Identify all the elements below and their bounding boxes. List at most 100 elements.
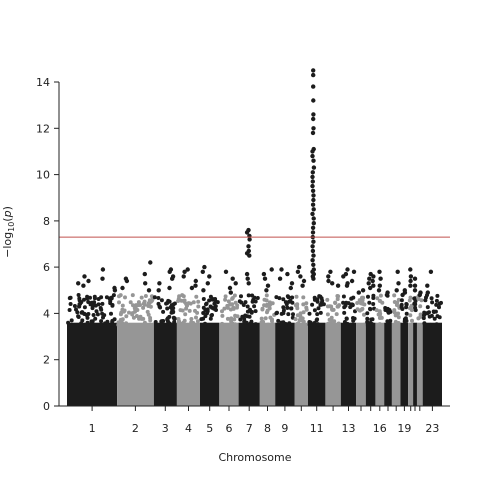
chromosome-6-dense-block bbox=[219, 322, 239, 406]
x-tick-label-19: 19 bbox=[397, 422, 411, 435]
top-hit-point bbox=[311, 72, 316, 78]
y-tick-label-8: 8 bbox=[43, 215, 50, 228]
top-hit-point bbox=[345, 267, 350, 272]
snp-point bbox=[427, 323, 432, 327]
snp-point bbox=[281, 321, 286, 326]
top-hit-point bbox=[310, 244, 315, 249]
chromosome-9-points bbox=[274, 267, 295, 406]
snp-point bbox=[91, 313, 96, 317]
snp-point bbox=[110, 319, 115, 324]
snp-point bbox=[265, 302, 270, 307]
top-hit-point bbox=[370, 278, 375, 284]
snp-point bbox=[85, 315, 90, 320]
snp-point bbox=[315, 322, 320, 327]
top-hit-point bbox=[311, 221, 316, 226]
top-hit-point bbox=[247, 253, 252, 258]
top-hit-point bbox=[371, 283, 376, 288]
top-hit-point bbox=[408, 278, 413, 284]
chromosome-12-points bbox=[325, 269, 342, 406]
top-hit-point bbox=[112, 288, 118, 293]
top-hit-point bbox=[394, 288, 399, 293]
snp-point bbox=[404, 318, 409, 323]
snp-point bbox=[232, 293, 237, 298]
snp-point bbox=[250, 299, 255, 304]
snp-point bbox=[290, 295, 295, 300]
chromosome-15-points bbox=[365, 271, 377, 406]
top-hit-point bbox=[76, 281, 81, 286]
snp-point bbox=[89, 300, 94, 305]
y-ticks: 0 2 4 6 8 10 12 14 bbox=[36, 76, 59, 413]
top-hit-point bbox=[326, 278, 331, 284]
chromosome-23-points bbox=[421, 269, 443, 406]
x-ticks: 1 2 3 4 5 6 7 8 9 11 13 16 19 23 bbox=[89, 406, 439, 435]
top-hit-point bbox=[310, 202, 316, 207]
snp-point bbox=[96, 297, 101, 301]
top-hit-point bbox=[120, 285, 125, 291]
snp-point bbox=[69, 318, 74, 323]
top-hit-point bbox=[310, 230, 316, 235]
snp-point bbox=[223, 297, 228, 302]
top-hit-point bbox=[246, 281, 251, 286]
snp-point bbox=[208, 316, 213, 321]
snp-point bbox=[246, 293, 251, 298]
snp-point bbox=[238, 317, 243, 322]
snp-point bbox=[416, 316, 421, 321]
snp-point bbox=[362, 312, 366, 317]
snp-point bbox=[139, 295, 144, 300]
snp-point bbox=[344, 316, 349, 321]
snp-point bbox=[431, 309, 436, 314]
top-hit-point bbox=[408, 274, 414, 279]
snp-point bbox=[439, 300, 443, 305]
top-hit-point bbox=[412, 283, 418, 288]
snp-point bbox=[336, 321, 341, 326]
snp-point bbox=[270, 319, 274, 324]
snp-point bbox=[171, 310, 176, 315]
snp-point bbox=[195, 319, 200, 324]
snp-point bbox=[141, 301, 146, 306]
snp-point bbox=[120, 303, 125, 308]
snp-point bbox=[335, 297, 340, 302]
snp-point bbox=[385, 309, 390, 313]
snp-point bbox=[201, 316, 206, 321]
snp-point bbox=[152, 295, 157, 300]
snp-point bbox=[388, 318, 393, 323]
chromosome-22-points bbox=[416, 290, 424, 406]
snp-point bbox=[301, 310, 306, 315]
top-hit-point bbox=[310, 248, 316, 254]
chromosome-3-dense-block bbox=[153, 322, 177, 406]
top-hit-point bbox=[310, 149, 315, 154]
top-hit-point bbox=[207, 274, 212, 279]
snp-point bbox=[429, 296, 434, 301]
chromosome-6-points bbox=[219, 269, 240, 406]
chromosome-7-dense-block bbox=[238, 322, 260, 406]
snp-point bbox=[228, 307, 233, 312]
y-axis-title-prefix: −log bbox=[1, 232, 14, 258]
snp-point bbox=[77, 296, 82, 301]
snp-point bbox=[167, 321, 172, 326]
snp-point bbox=[298, 311, 303, 316]
snp-point bbox=[76, 315, 81, 319]
snp-point bbox=[245, 314, 250, 319]
top-hit-point bbox=[289, 281, 295, 286]
snp-point bbox=[396, 315, 401, 320]
snp-point bbox=[367, 300, 372, 305]
chromosome-16-points bbox=[374, 269, 385, 406]
snp-point bbox=[133, 309, 137, 314]
snp-point bbox=[371, 293, 376, 298]
top-hit-point bbox=[262, 276, 268, 281]
snp-point bbox=[239, 300, 244, 305]
snp-point bbox=[325, 312, 330, 317]
top-hit-point bbox=[279, 267, 284, 272]
top-hit-point bbox=[311, 239, 316, 244]
top-hit-point bbox=[395, 269, 400, 274]
chromosome-16-dense-block bbox=[375, 322, 385, 406]
snp-point bbox=[318, 310, 323, 315]
snp-point bbox=[210, 313, 214, 317]
top-hit-point bbox=[245, 276, 250, 281]
snp-point bbox=[117, 300, 121, 305]
snp-point bbox=[304, 301, 309, 306]
snp-point bbox=[159, 319, 164, 324]
top-hit-point bbox=[310, 174, 315, 180]
snp-point bbox=[86, 300, 91, 304]
snp-point bbox=[312, 308, 317, 313]
